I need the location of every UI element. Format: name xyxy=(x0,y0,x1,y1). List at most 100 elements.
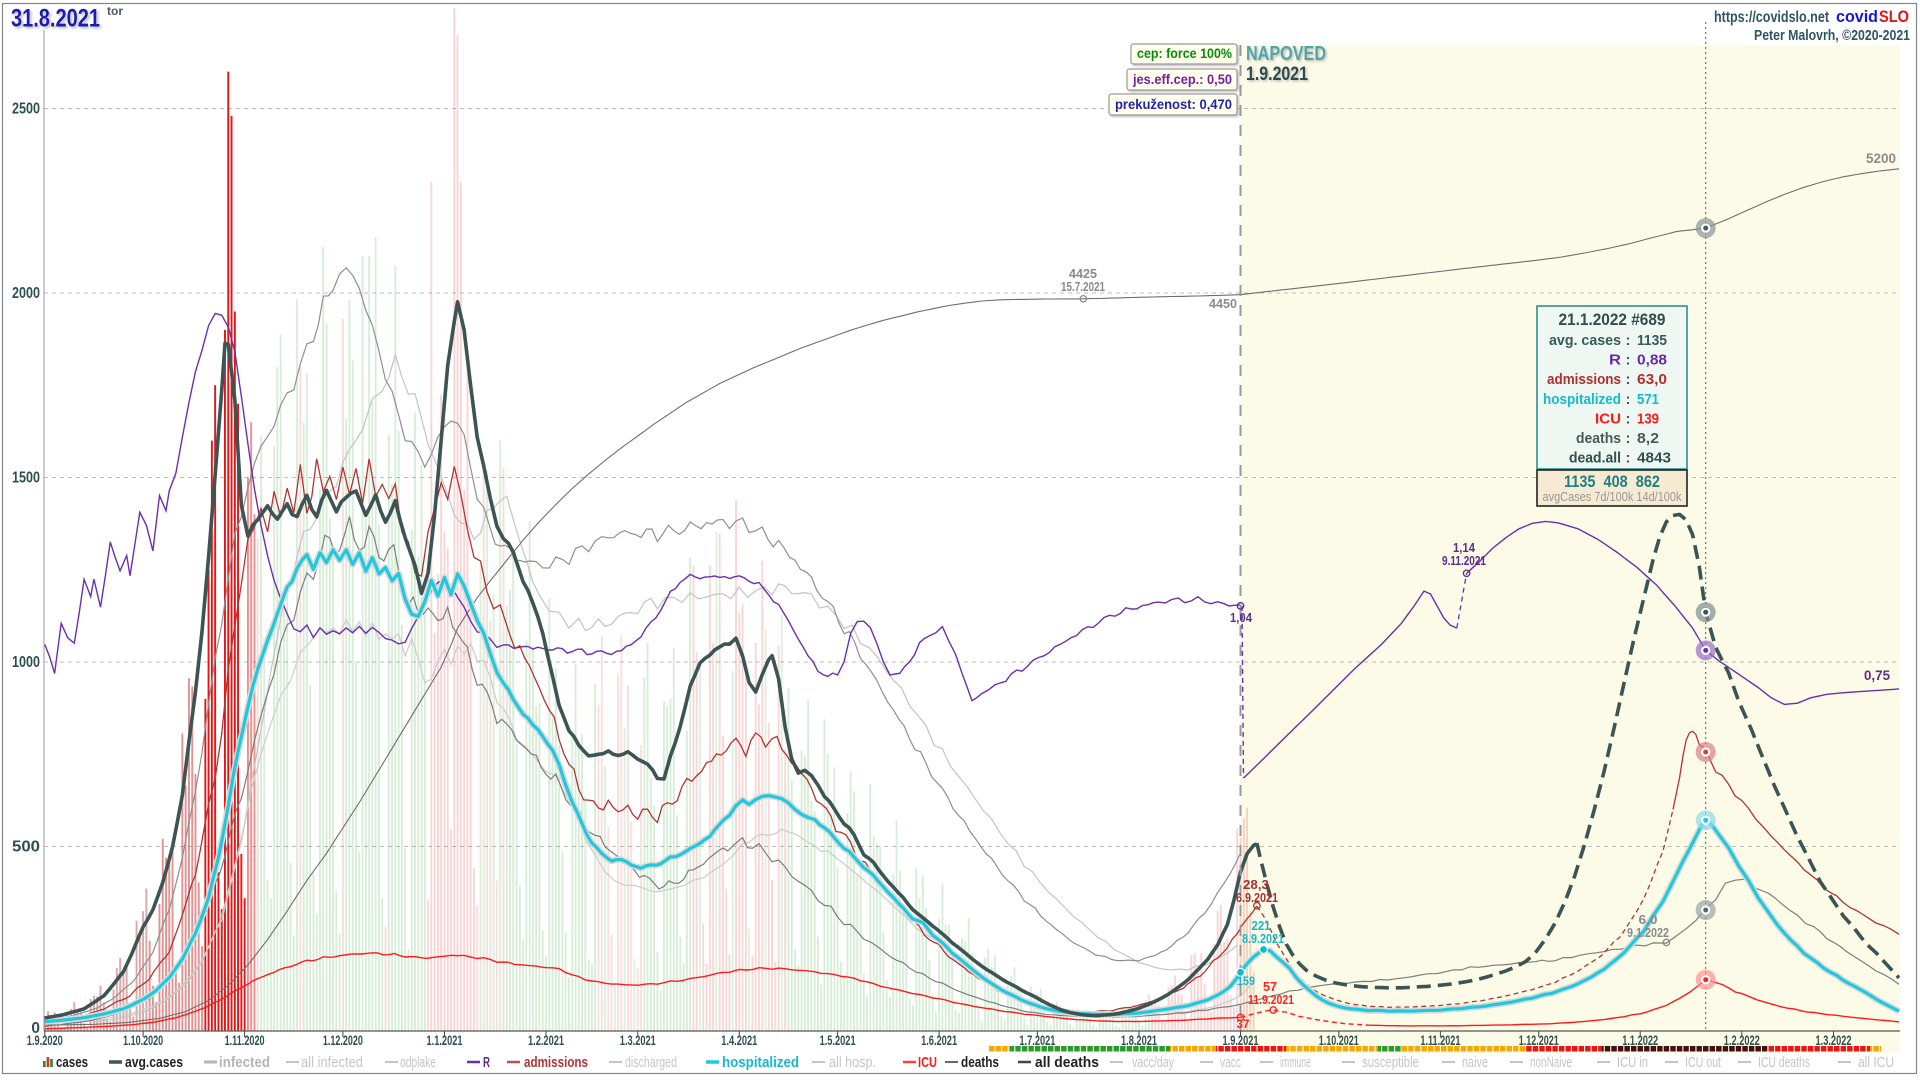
svg-text:admissions: admissions xyxy=(524,1054,588,1071)
svg-text:4843: 4843 xyxy=(1637,450,1671,467)
svg-text:1.2.2021: 1.2.2021 xyxy=(528,1033,564,1048)
svg-text:avg. cases: avg. cases xyxy=(1549,332,1621,349)
svg-text:cases: cases xyxy=(56,1054,88,1071)
svg-text:deaths: deaths xyxy=(961,1054,999,1071)
svg-text:1.4.2021: 1.4.2021 xyxy=(721,1033,757,1048)
svg-text:jes.eff.cep.: 0,50: jes.eff.cep.: 0,50 xyxy=(1132,71,1232,87)
svg-text:ICU: ICU xyxy=(918,1054,937,1071)
svg-text::: : xyxy=(1626,371,1631,388)
svg-text::: : xyxy=(1626,450,1631,467)
svg-text:1.9.2020: 1.9.2020 xyxy=(27,1033,63,1048)
svg-text:1.9.2021: 1.9.2021 xyxy=(1223,1033,1259,1048)
svg-text:8,2: 8,2 xyxy=(1637,430,1659,447)
svg-text:1.11.2021: 1.11.2021 xyxy=(1420,1033,1460,1048)
svg-text:all ICU: all ICU xyxy=(1858,1054,1894,1071)
svg-text:221: 221 xyxy=(1252,919,1271,933)
svg-text::: : xyxy=(1626,430,1631,447)
svg-text:1.1.2022: 1.1.2022 xyxy=(1622,1033,1658,1048)
svg-text:11.9.2021: 11.9.2021 xyxy=(1248,993,1294,1007)
svg-text:1.2.2022: 1.2.2022 xyxy=(1724,1033,1760,1048)
svg-text::: : xyxy=(1626,352,1631,369)
svg-text:1500: 1500 xyxy=(12,470,40,487)
svg-text:Peter Malovrh, ©2020-2021: Peter Malovrh, ©2020-2021 xyxy=(1754,27,1910,44)
svg-text:4450: 4450 xyxy=(1209,297,1237,311)
svg-text:infected: infected xyxy=(219,1054,270,1071)
svg-text:odplake: odplake xyxy=(400,1054,436,1071)
svg-text:deaths: deaths xyxy=(1576,430,1621,447)
svg-text:1.11.2020: 1.11.2020 xyxy=(225,1033,265,1048)
svg-text:1.1.2021: 1.1.2021 xyxy=(427,1033,463,1048)
svg-text:1.3.2021: 1.3.2021 xyxy=(620,1033,656,1048)
svg-text:immune: immune xyxy=(1280,1054,1311,1071)
svg-text:31.8.2021: 31.8.2021 xyxy=(11,5,100,33)
svg-text:15.7.2021: 15.7.2021 xyxy=(1061,280,1105,294)
svg-text:2500: 2500 xyxy=(12,101,40,118)
svg-text:susceptible: susceptible xyxy=(1362,1054,1419,1071)
svg-text:1.9.2021: 1.9.2021 xyxy=(1246,64,1308,85)
svg-text:1.5.2021: 1.5.2021 xyxy=(820,1033,856,1048)
svg-text:nonNaive: nonNaive xyxy=(1530,1054,1572,1071)
svg-text:prekuženost: 0,470: prekuženost: 0,470 xyxy=(1115,96,1232,112)
svg-text:vacc/day: vacc/day xyxy=(1132,1054,1174,1071)
svg-text:cep: force 100%: cep: force 100% xyxy=(1137,45,1232,61)
svg-text:1000: 1000 xyxy=(12,654,40,671)
svg-text:ICU deaths: ICU deaths xyxy=(1758,1054,1810,1071)
svg-text:4425: 4425 xyxy=(1069,267,1097,281)
svg-text:admissions: admissions xyxy=(1547,371,1621,388)
svg-text:0: 0 xyxy=(31,1020,40,1037)
svg-text:https://covidslo.net: https://covidslo.net xyxy=(1714,9,1830,26)
svg-text:1.7.2021: 1.7.2021 xyxy=(1019,1033,1055,1048)
svg-text:R: R xyxy=(483,1054,490,1071)
svg-text:1135: 1135 xyxy=(1637,332,1667,349)
svg-text:0,75: 0,75 xyxy=(1864,668,1890,683)
svg-text:ICU in: ICU in xyxy=(1617,1054,1648,1071)
svg-text:0,88: 0,88 xyxy=(1637,352,1667,369)
svg-text:1.3.2022: 1.3.2022 xyxy=(1816,1033,1852,1048)
svg-text:discharged: discharged xyxy=(625,1054,677,1071)
svg-text::: : xyxy=(1626,410,1631,427)
svg-text:8.9.2021: 8.9.2021 xyxy=(1242,932,1284,946)
svg-text:139: 139 xyxy=(1637,410,1659,427)
svg-text:all infected: all infected xyxy=(301,1054,363,1071)
svg-text:avg.cases: avg.cases xyxy=(125,1054,183,1071)
svg-text:6,0: 6,0 xyxy=(1639,913,1658,927)
svg-text:all deaths: all deaths xyxy=(1035,1054,1099,1071)
svg-text:21.1.2022 #689: 21.1.2022 #689 xyxy=(1559,311,1666,329)
svg-text:1,14: 1,14 xyxy=(1453,541,1475,555)
svg-text:1.10.2021: 1.10.2021 xyxy=(1319,1033,1359,1048)
svg-text:1135 408 862: 1135 408 862 xyxy=(1564,473,1660,491)
svg-text:63,0: 63,0 xyxy=(1637,371,1667,388)
svg-text:1.10.2020: 1.10.2020 xyxy=(123,1033,163,1048)
svg-text:SLO: SLO xyxy=(1879,7,1909,26)
svg-text:9.11.2021: 9.11.2021 xyxy=(1442,554,1486,568)
svg-text:tor: tor xyxy=(107,4,123,18)
svg-text:ICU: ICU xyxy=(1595,410,1621,427)
svg-text:all hosp.: all hosp. xyxy=(829,1054,876,1071)
svg-text:2000: 2000 xyxy=(12,285,40,302)
svg-text:hospitalized: hospitalized xyxy=(1543,391,1621,408)
svg-text:159: 159 xyxy=(1237,974,1255,988)
svg-text:1.12.2021: 1.12.2021 xyxy=(1519,1033,1559,1048)
svg-text:R: R xyxy=(1609,352,1621,369)
svg-text:avgCases 7d/100k 14d/100k: avgCases 7d/100k 14d/100k xyxy=(1543,489,1682,504)
svg-text:571: 571 xyxy=(1637,391,1659,408)
svg-text:ICU out: ICU out xyxy=(1685,1054,1722,1071)
svg-text:57: 57 xyxy=(1263,980,1277,994)
svg-text:500: 500 xyxy=(12,839,40,856)
svg-text::: : xyxy=(1626,332,1631,349)
svg-text:1.6.2021: 1.6.2021 xyxy=(921,1033,957,1048)
svg-text:1.8.2021: 1.8.2021 xyxy=(1121,1033,1157,1048)
svg-text:naive: naive xyxy=(1462,1054,1488,1071)
svg-text:vacc: vacc xyxy=(1220,1054,1241,1071)
svg-text:hospitalized: hospitalized xyxy=(722,1054,799,1071)
svg-text:dead.all: dead.all xyxy=(1569,450,1621,467)
svg-text:9.1.2022: 9.1.2022 xyxy=(1627,926,1669,940)
svg-text::: : xyxy=(1626,391,1631,408)
svg-text:28,3: 28,3 xyxy=(1243,878,1269,892)
svg-text:1,04: 1,04 xyxy=(1230,611,1252,625)
svg-text:6.9.2021: 6.9.2021 xyxy=(1236,891,1278,905)
svg-text:NAPOVED: NAPOVED xyxy=(1246,43,1326,65)
svg-text:5200: 5200 xyxy=(1866,151,1896,166)
svg-text:1.12.2020: 1.12.2020 xyxy=(323,1033,363,1048)
svg-text:covid: covid xyxy=(1836,7,1878,26)
